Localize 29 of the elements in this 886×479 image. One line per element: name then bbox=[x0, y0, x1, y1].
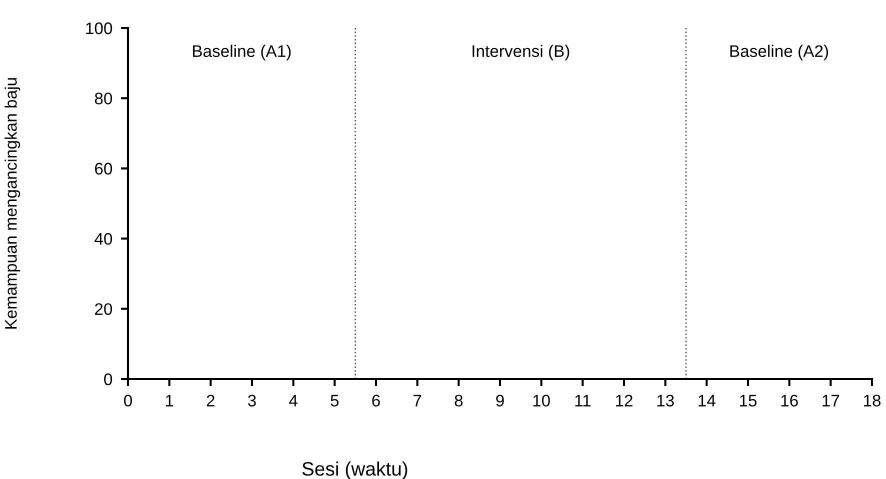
x-tick-label: 8 bbox=[454, 394, 463, 407]
annotation: Baseline (A2) bbox=[730, 44, 828, 60]
x-tick-label: 6 bbox=[372, 394, 380, 407]
x-tick-label: 16 bbox=[781, 394, 798, 407]
x-tick-label: 1 bbox=[166, 394, 174, 406]
x-tick-label: 13 bbox=[657, 394, 674, 407]
x-tick-label: 9 bbox=[496, 394, 504, 407]
y-tick-label: 0 bbox=[104, 373, 112, 386]
y-tick-label: 100 bbox=[86, 22, 112, 34]
x-tick-label: 12 bbox=[616, 394, 632, 406]
y-tick-label: 40 bbox=[94, 233, 112, 245]
x-tick-label: 14 bbox=[698, 394, 716, 406]
y-tick-label: 80 bbox=[94, 92, 112, 104]
x-tick-label: 3 bbox=[248, 394, 256, 407]
annotation: Baseline (A1) bbox=[193, 44, 291, 60]
x-tick-label: 18 bbox=[864, 394, 881, 407]
x-tick-label: 10 bbox=[533, 394, 550, 407]
y-tick-label: 60 bbox=[95, 162, 112, 175]
x-tick-label: 17 bbox=[822, 394, 840, 406]
y-tick-label: 20 bbox=[95, 303, 112, 316]
annotation: Intervensi (B) bbox=[472, 44, 570, 60]
x-tick-label: 0 bbox=[124, 394, 132, 407]
x-tick-label: 11 bbox=[575, 394, 591, 406]
x-tick-label: 5 bbox=[330, 394, 339, 407]
x-tick-label: 4 bbox=[289, 394, 298, 406]
y-axis-title: Kemampuan mengancingkan baju bbox=[4, 78, 20, 329]
x-tick-label: 2 bbox=[206, 394, 214, 406]
x-tick-label: 7 bbox=[414, 394, 422, 406]
x-tick-label: 15 bbox=[740, 394, 757, 407]
